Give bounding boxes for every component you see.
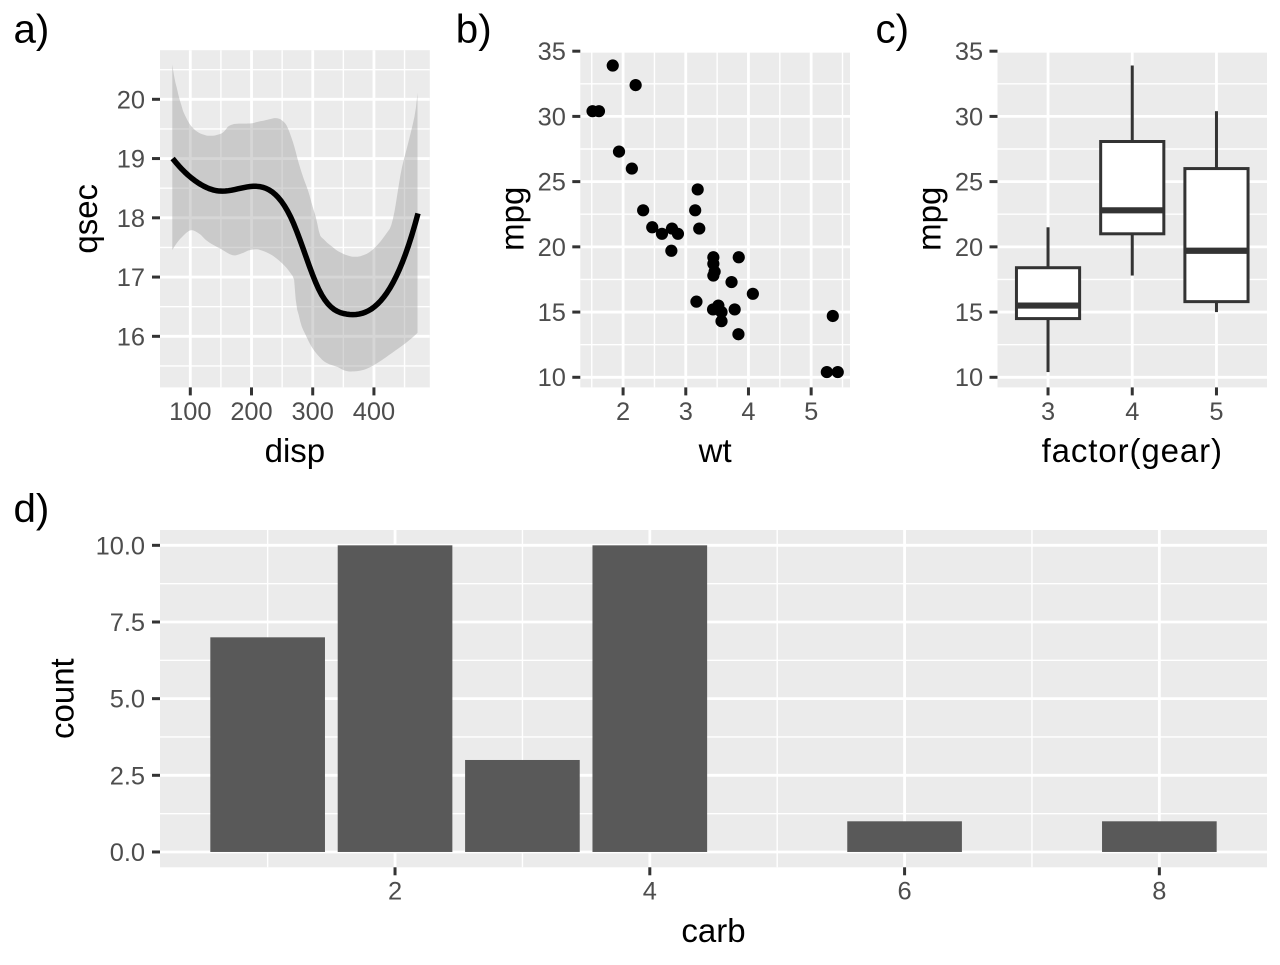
svg-text:a): a) <box>14 6 50 51</box>
svg-text:25: 25 <box>955 169 983 197</box>
svg-text:10: 10 <box>955 364 983 392</box>
svg-text:15: 15 <box>538 299 566 327</box>
svg-text:0.0: 0.0 <box>110 839 145 867</box>
svg-text:4: 4 <box>1125 398 1139 426</box>
svg-text:3: 3 <box>679 398 693 426</box>
svg-text:2.5: 2.5 <box>110 762 145 790</box>
svg-text:2: 2 <box>388 878 402 906</box>
svg-text:400: 400 <box>353 398 395 426</box>
svg-text:2: 2 <box>616 398 630 426</box>
svg-text:20: 20 <box>538 234 566 262</box>
svg-text:factor(gear): factor(gear) <box>1042 432 1223 469</box>
svg-text:6: 6 <box>898 878 912 906</box>
svg-text:mpg: mpg <box>494 187 531 251</box>
svg-text:carb: carb <box>681 912 745 949</box>
svg-text:b): b) <box>456 6 492 51</box>
svg-text:c): c) <box>876 6 910 51</box>
svg-text:300: 300 <box>292 398 334 426</box>
svg-text:20: 20 <box>955 234 983 262</box>
svg-text:7.5: 7.5 <box>110 609 145 637</box>
svg-text:mpg: mpg <box>911 187 948 251</box>
svg-text:8: 8 <box>1152 878 1166 906</box>
svg-text:19: 19 <box>117 146 145 174</box>
svg-text:3: 3 <box>1041 398 1055 426</box>
svg-text:qsec: qsec <box>67 184 104 254</box>
svg-text:5: 5 <box>804 398 818 426</box>
svg-text:d): d) <box>14 486 50 531</box>
svg-text:15: 15 <box>955 299 983 327</box>
svg-text:25: 25 <box>538 169 566 197</box>
svg-text:16: 16 <box>117 323 145 351</box>
svg-text:17: 17 <box>117 264 145 292</box>
svg-text:18: 18 <box>117 205 145 233</box>
svg-text:20: 20 <box>117 86 145 114</box>
svg-text:wt: wt <box>698 432 732 469</box>
svg-text:10: 10 <box>538 364 566 392</box>
svg-text:5: 5 <box>1209 398 1223 426</box>
svg-text:disp: disp <box>265 432 326 469</box>
svg-text:30: 30 <box>955 103 983 131</box>
svg-text:10.0: 10.0 <box>96 532 145 560</box>
svg-text:35: 35 <box>955 38 983 66</box>
svg-text:4: 4 <box>643 878 657 906</box>
svg-text:4: 4 <box>741 398 755 426</box>
svg-text:30: 30 <box>538 103 566 131</box>
svg-text:35: 35 <box>538 38 566 66</box>
svg-text:100: 100 <box>169 398 211 426</box>
svg-text:count: count <box>44 658 81 739</box>
svg-text:5.0: 5.0 <box>110 686 145 714</box>
svg-text:200: 200 <box>230 398 272 426</box>
